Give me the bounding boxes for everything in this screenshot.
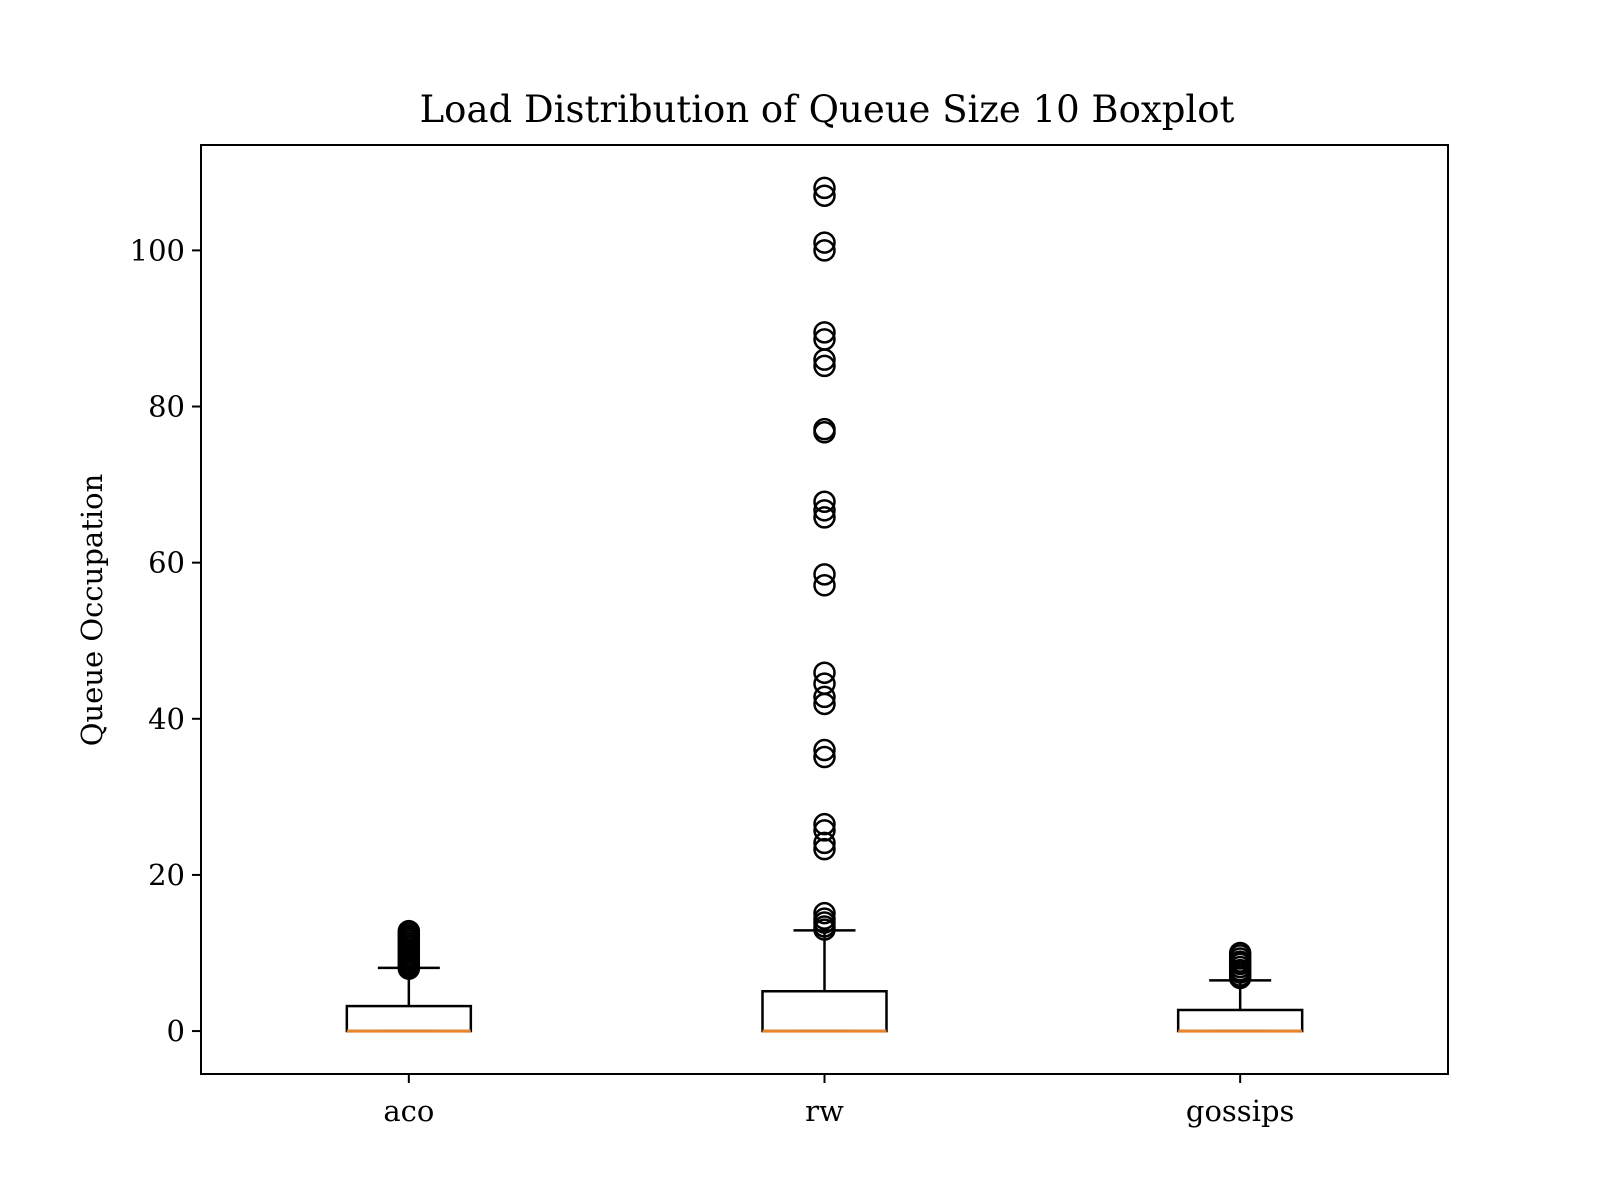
outlier-point: [1228, 941, 1252, 965]
outlier-point: [813, 184, 836, 207]
y-tick-label: 20: [148, 858, 185, 892]
outlier-point: [813, 812, 836, 836]
y-tick-label: 0: [167, 1014, 185, 1048]
box: [761, 989, 888, 1033]
outlier-point: [813, 328, 836, 351]
outlier-point: [813, 819, 836, 842]
x-tick-label: gossips: [1186, 1094, 1295, 1128]
outlier-point: [813, 738, 836, 762]
plot-area: 0 20 40 60 80 100 aco rw gossips: [130, 176, 1304, 1128]
outlier-point: [813, 901, 836, 925]
outlier-point: [813, 490, 836, 514]
y-tick-label: 40: [148, 702, 185, 736]
box: [1176, 1008, 1304, 1033]
outlier-point: [813, 574, 836, 597]
box: [345, 1004, 473, 1033]
outlier-point: [813, 176, 836, 200]
outlier-point: [813, 831, 836, 855]
outlier-point: [813, 499, 836, 522]
x-tick-label: rw: [805, 1094, 844, 1128]
outlier-point: [813, 745, 836, 769]
outlier-point: [813, 907, 836, 930]
outlier-point: [813, 321, 836, 344]
y-axis-label: Queue Occupation: [75, 474, 109, 747]
outlier-point: [813, 685, 836, 709]
outlier-point: [397, 919, 421, 943]
outlier-point: [813, 417, 836, 441]
outlier-point: [813, 563, 836, 586]
outlier-point: [813, 661, 836, 684]
outlier-point: [813, 354, 836, 378]
y-tick-label: 100: [130, 233, 185, 267]
x-tick-label: aco: [383, 1094, 434, 1128]
outlier-point: [813, 231, 836, 254]
y-tick-label: 80: [148, 390, 185, 424]
y-tick-label: 60: [148, 546, 185, 580]
outlier-point: [813, 837, 836, 861]
plot-frame: [200, 144, 1449, 1075]
outlier-point: [813, 672, 836, 695]
chart-title: Load Distribution of Queue Size 10 Boxpl…: [420, 88, 1235, 131]
outlier-point: [813, 506, 836, 529]
outlier-point: [813, 239, 836, 262]
